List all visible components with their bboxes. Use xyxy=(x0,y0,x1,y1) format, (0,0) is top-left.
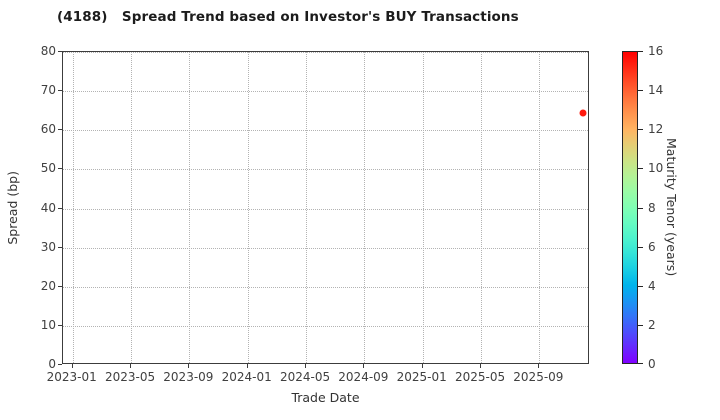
y-gridline xyxy=(63,52,588,53)
colorbar-tick-mark xyxy=(638,285,643,287)
x-tick-mark xyxy=(538,364,540,368)
colorbar-tick-mark xyxy=(638,363,643,364)
colorbar-tick-label: 0 xyxy=(648,357,656,371)
colorbar-tick-mark xyxy=(638,129,643,131)
y-gridline xyxy=(63,169,588,171)
colorbar-tick-mark xyxy=(638,168,643,170)
colorbar-tick-label: 4 xyxy=(648,278,656,293)
y-tick-mark xyxy=(58,51,62,52)
x-gridline xyxy=(422,52,424,363)
y-tick-mark xyxy=(58,324,62,326)
y-tick-mark xyxy=(58,129,62,131)
y-tick-label: 40 xyxy=(40,200,56,215)
x-tick-mark xyxy=(188,364,190,368)
x-tick-mark xyxy=(130,364,132,368)
y-tick-mark xyxy=(58,285,62,287)
colorbar-tick-mark xyxy=(638,324,643,326)
y-tick-mark xyxy=(58,168,62,170)
colorbar-tick-label: 8 xyxy=(648,200,656,215)
colorbar-label: Maturity Tenor (years) xyxy=(664,138,679,277)
x-tick-label: 2024-05 xyxy=(279,370,331,384)
x-tick-label: 2023-09 xyxy=(163,370,214,384)
y-tick-label: 0 xyxy=(48,357,56,371)
data-point xyxy=(579,109,587,117)
plot-area xyxy=(62,51,589,364)
x-tick-mark xyxy=(480,364,482,368)
colorbar-tick-label: 10 xyxy=(648,161,664,176)
y-tick-label: 20 xyxy=(40,278,56,293)
y-tick-mark xyxy=(58,364,62,365)
x-tick-label: 2023-05 xyxy=(104,370,156,384)
colorbar-tick-mark xyxy=(638,246,643,248)
x-tick-label: 2025-09 xyxy=(513,370,564,384)
y-tick-mark xyxy=(58,246,62,248)
x-tick-label: 2025-01 xyxy=(396,370,447,384)
x-tick-label: 2024-01 xyxy=(221,370,272,384)
y-tick-label: 70 xyxy=(40,83,56,98)
x-gridline xyxy=(247,52,249,363)
colorbar-label-wrap: Maturity Tenor (years) xyxy=(664,51,679,364)
x-gridline xyxy=(306,52,308,363)
y-tick-mark xyxy=(58,207,62,209)
colorbar-tick-label: 6 xyxy=(648,239,656,254)
x-gridline xyxy=(481,52,483,363)
y-tick-label: 10 xyxy=(40,317,56,332)
x-gridline xyxy=(131,52,133,363)
x-tick-label: 2024-09 xyxy=(338,370,389,384)
y-tick-label: 80 xyxy=(40,44,56,58)
x-tick-mark xyxy=(363,364,365,368)
y-tick-label: 50 xyxy=(40,161,56,176)
x-tick-mark xyxy=(421,364,423,368)
x-tick-mark xyxy=(305,364,307,368)
y-gridline xyxy=(63,286,588,288)
x-axis-label: Trade Date xyxy=(291,390,360,405)
x-tick-label: 2025-05 xyxy=(454,370,506,384)
y-gridline xyxy=(63,91,588,93)
x-gridline xyxy=(539,52,541,363)
colorbar-tick-label: 16 xyxy=(648,44,664,58)
colorbar-tick-label: 14 xyxy=(648,83,664,98)
y-gridline xyxy=(63,130,588,132)
x-gridline xyxy=(364,52,366,363)
y-tick-mark xyxy=(58,90,62,92)
y-gridline xyxy=(63,208,588,210)
x-gridline xyxy=(189,52,191,363)
y-gridline xyxy=(63,247,588,249)
x-tick-label: 2023-01 xyxy=(46,370,97,384)
x-tick-mark xyxy=(71,364,73,368)
colorbar-tick-label: 12 xyxy=(648,122,664,137)
colorbar xyxy=(622,51,638,364)
colorbar-tick-label: 2 xyxy=(648,317,656,332)
chart-title: (4188) Spread Trend based on Investor's … xyxy=(57,9,519,25)
y-gridline xyxy=(63,325,588,327)
colorbar-tick-mark xyxy=(638,90,643,92)
x-gridline xyxy=(72,52,74,363)
y-tick-label: 30 xyxy=(40,239,56,254)
colorbar-tick-mark xyxy=(638,51,643,52)
y-tick-label: 60 xyxy=(40,122,56,137)
x-tick-mark xyxy=(246,364,248,368)
colorbar-tick-mark xyxy=(638,207,643,209)
